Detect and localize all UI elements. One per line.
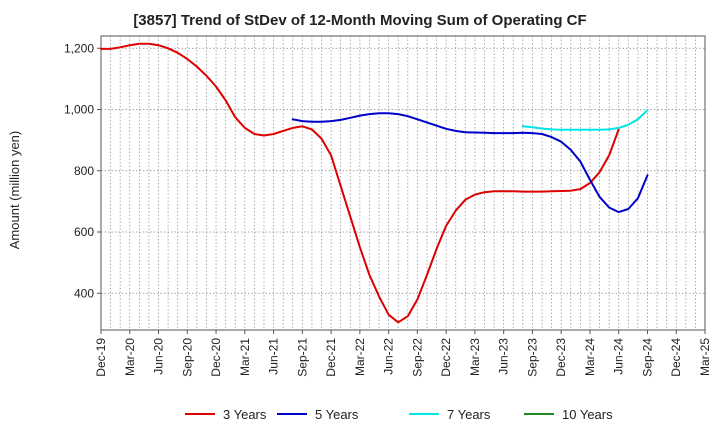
x-tick-label: Dec-22: [439, 338, 453, 377]
y-tick-label: 400: [74, 286, 94, 300]
x-tick-label: Mar-21: [238, 338, 252, 376]
series-line-7-years: [521, 109, 649, 131]
x-tick-label: Jun-21: [267, 338, 281, 375]
legend-label: 10 Years: [562, 407, 613, 422]
x-tick-label: Jun-22: [382, 338, 396, 375]
x-tick-label: Jun-20: [152, 338, 166, 375]
y-tick-label: 1,200: [64, 41, 94, 55]
x-tick-label: Dec-24: [669, 338, 683, 377]
x-tick-label: Jun-23: [497, 338, 511, 375]
x-tick-label: Dec-21: [324, 338, 338, 377]
legend-label: 5 Years: [315, 407, 359, 422]
grid: [101, 36, 705, 330]
x-tick-label: Dec-23: [554, 338, 568, 377]
y-axis: 400 600 800 1,000 1,200: [64, 41, 101, 300]
x-tick-label: Mar-22: [353, 338, 367, 376]
y-tick-label: 800: [74, 164, 94, 178]
x-tick-label: Sep-24: [640, 338, 654, 377]
x-tick-label: Mar-23: [468, 338, 482, 376]
x-axis: Dec-19 Mar-20 Jun-20 Sep-20 Dec-20 Mar-21 Jun-…: [94, 330, 712, 377]
series-line-3-years: [100, 42, 620, 324]
legend-label: 7 Years: [447, 407, 491, 422]
x-tick-label: Mar-20: [123, 338, 137, 376]
plot-area-frame: [100, 35, 706, 331]
x-tick-label: Mar-25: [698, 338, 712, 376]
y-tick-label: 600: [74, 225, 94, 239]
legend: 3 Years 5 Years 7 Years 10 Years: [185, 407, 613, 422]
series-line-5-years: [291, 112, 649, 214]
x-tick-label: Sep-22: [410, 338, 424, 377]
x-tick-label: Sep-21: [295, 338, 309, 377]
x-tick-label: Sep-20: [180, 338, 194, 377]
x-tick-label: Mar-24: [583, 338, 597, 376]
series-lines: [100, 42, 649, 324]
x-tick-label: Dec-19: [94, 338, 108, 377]
x-tick-label: Sep-23: [525, 338, 539, 377]
legend-label: 3 Years: [223, 407, 267, 422]
x-tick-label: Dec-20: [209, 338, 223, 377]
y-tick-label: 1,000: [64, 103, 94, 117]
x-tick-label: Jun-24: [612, 338, 626, 375]
y-axis-label: Amount (million yen): [7, 131, 22, 250]
chart-title: [3857] Trend of StDev of 12-Month Moving…: [133, 12, 587, 29]
